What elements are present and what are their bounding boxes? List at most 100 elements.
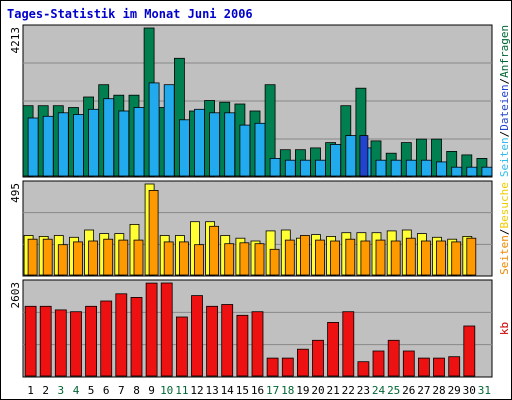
x-tick-label: 21 <box>326 384 339 397</box>
bar-kb-day-13 <box>206 305 219 377</box>
bar-seiten-day-12 <box>194 108 205 177</box>
x-axis-day-labels: 1 2 3 4 5 6 7 8 9 10 11 12 13 14 15 16 17 18 19 20 21 22 23 24 2… <box>27 384 491 397</box>
bar-seiten-day-13 <box>209 225 220 276</box>
legend-entry: Seiten <box>498 137 511 177</box>
bar-kb-day-21 <box>327 321 340 377</box>
bar-kb-day-17 <box>266 357 279 377</box>
bar-seiten-day-2 <box>42 238 53 276</box>
bar-seiten-day-9 <box>148 189 159 276</box>
bar-seiten-day-24 <box>375 239 386 276</box>
bar-seiten-day-22 <box>345 135 357 177</box>
x-tick-label: 26 <box>402 384 415 397</box>
bar-kb-day-8 <box>130 296 143 377</box>
y-axis-max-label: 2603 <box>9 282 22 309</box>
legend-kb: kb <box>498 322 511 335</box>
x-tick-label: 10 <box>160 384 173 397</box>
bar-seiten-day-16 <box>254 122 266 177</box>
bar-kb-day-1 <box>24 305 37 377</box>
bar-kb-day-23 <box>357 361 370 377</box>
legend-entry: / <box>498 228 511 235</box>
x-tick-label: 28 <box>432 384 445 397</box>
bar-kb-day-6 <box>100 300 113 377</box>
x-tick-label: 17 <box>266 384 279 397</box>
bar-seiten-day-10 <box>163 84 175 177</box>
bar-seiten-day-26 <box>405 237 416 276</box>
bar-seiten-day-29 <box>451 166 463 177</box>
x-tick-label: 3 <box>57 384 64 397</box>
legend-entry: Dateien <box>498 84 511 130</box>
bar-seiten-day-27 <box>420 240 431 276</box>
x-tick-label: 2 <box>42 384 49 397</box>
x-tick-label: 29 <box>448 384 461 397</box>
bar-seiten-day-14 <box>224 243 235 276</box>
x-tick-label: 6 <box>103 384 110 397</box>
bar-seiten-day-21 <box>330 240 341 276</box>
bar-kb-day-15 <box>236 314 249 377</box>
bar-seiten-day-25 <box>390 159 402 177</box>
bar-seiten-day-18 <box>284 159 296 177</box>
bar-seiten-day-4 <box>73 241 83 276</box>
bar-seiten-day-2 <box>42 115 54 177</box>
bar-seiten-day-31 <box>481 166 493 177</box>
bar-kb-day-5 <box>85 305 97 377</box>
bar-seiten-day-25 <box>390 240 401 276</box>
x-tick-label: 14 <box>221 384 235 397</box>
bar-seiten-day-6 <box>103 98 115 177</box>
x-tick-label: 24 <box>372 384 386 397</box>
bar-seiten-day-18 <box>284 239 295 276</box>
legend-entry: Seiten <box>498 235 511 275</box>
bar-seiten-day-26 <box>405 159 417 177</box>
bar-seiten-day-21 <box>330 143 342 177</box>
bar-seiten-day-28 <box>436 161 447 177</box>
bar-kb-day-20 <box>312 339 324 377</box>
legend-entry: Anfragen <box>498 25 511 78</box>
bar-seiten-day-15 <box>239 124 251 177</box>
bar-seiten-day-10 <box>163 241 174 276</box>
bar-seiten-day-16 <box>254 243 265 276</box>
y-axis-max-label: 4213 <box>9 27 22 54</box>
bar-kb-day-3 <box>54 309 67 377</box>
bar-kb-day-11 <box>175 316 188 377</box>
x-tick-label: 8 <box>133 384 140 397</box>
bar-kb-day-10 <box>160 282 173 377</box>
bar-seiten-day-5 <box>88 108 99 177</box>
bar-kb-day-24 <box>372 350 385 377</box>
panel-kb: 2603 kb <box>9 279 511 378</box>
legend-entry: Besuche <box>498 182 511 228</box>
bar-kb-day-4 <box>70 311 82 377</box>
legend-entry: / <box>498 78 511 85</box>
bar-seiten-day-17 <box>269 248 280 276</box>
bar-kb-day-18 <box>281 357 294 377</box>
bar-seiten-day-3 <box>57 112 69 177</box>
bar-kb-day-29 <box>448 356 461 377</box>
bar-kb-day-19 <box>296 348 309 377</box>
bar-kb-day-25 <box>387 339 400 377</box>
bar-seiten-day-8 <box>133 107 145 177</box>
bar-seiten-day-5 <box>88 240 98 276</box>
y-axis-max-label: 495 <box>9 183 22 203</box>
bar-seiten-day-6 <box>103 238 114 276</box>
x-tick-label: 31 <box>478 384 491 397</box>
chart-panels: 4213Seiten/Dateien/Anfragen495Seiten/Bes… <box>9 24 511 378</box>
legend-hits: Seiten/Dateien/Anfragen <box>498 25 511 177</box>
bar-seiten-day-15 <box>239 242 250 276</box>
x-tick-label: 27 <box>417 384 430 397</box>
bar-kb-day-12 <box>191 295 203 377</box>
bar-seiten-day-20 <box>315 159 326 177</box>
bar-seiten-day-3 <box>57 244 68 276</box>
bar-kb-day-28 <box>433 357 445 377</box>
x-tick-label: 7 <box>118 384 125 397</box>
x-tick-label: 13 <box>205 384 218 397</box>
panel-visits: 495 Seiten/Besuche <box>9 180 511 277</box>
bar-dateien-day-23 <box>359 135 369 177</box>
bar-seiten-day-13 <box>209 112 221 177</box>
x-tick-label: 9 <box>148 384 155 397</box>
x-tick-label: 11 <box>175 384 188 397</box>
legend-visits: Seiten/Besuche <box>498 182 511 275</box>
x-tick-label: 5 <box>88 384 95 397</box>
bar-kb-day-27 <box>417 357 430 377</box>
bar-seiten-day-20 <box>315 239 325 276</box>
x-tick-label: 19 <box>296 384 309 397</box>
